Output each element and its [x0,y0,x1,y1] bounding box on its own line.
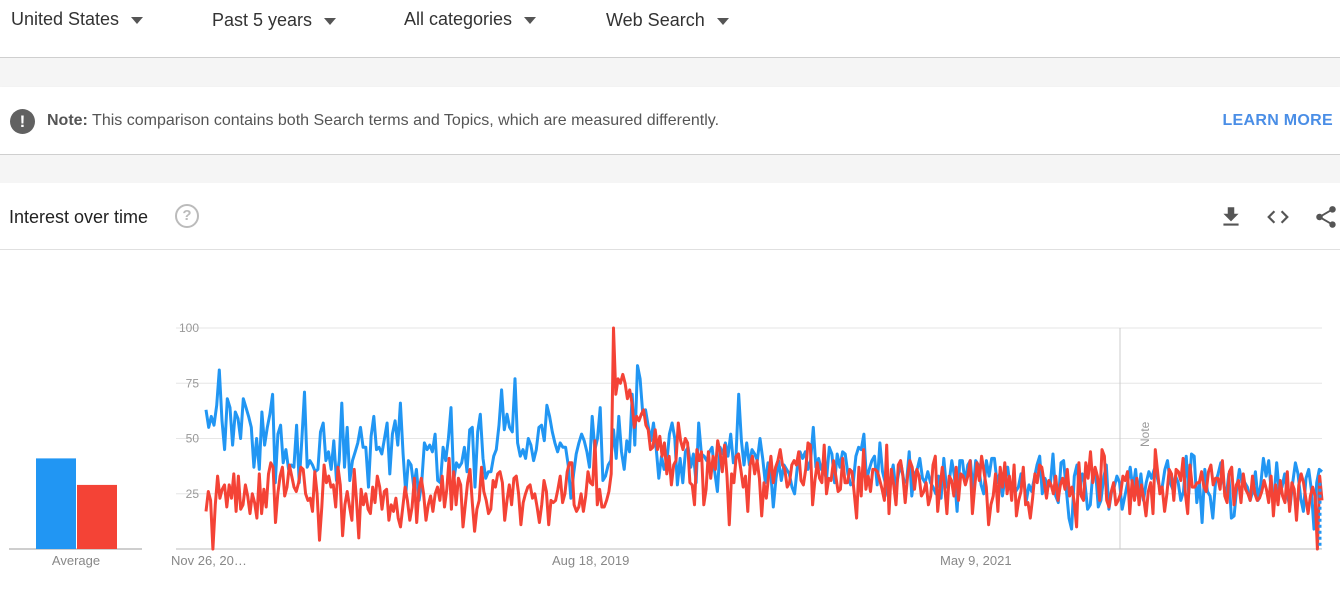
x-tick-label: Aug 18, 2019 [552,553,629,568]
y-tick-label: 100 [179,321,199,335]
average-bar [77,484,117,549]
search-type-dropdown[interactable]: Web Search [606,9,729,31]
filter-bar: United States Past 5 years All categorie… [0,0,1340,58]
note-text: Note: This comparison contains both Sear… [47,112,719,130]
card-title: Interest over time [9,207,149,227]
help-icon[interactable]: ? [175,204,199,228]
share-icon[interactable] [1313,204,1339,230]
category-dropdown[interactable]: All categories [404,8,537,30]
average-bar [36,458,76,549]
annotation-label: Note [1138,421,1152,447]
learn-more-link[interactable]: LEARN MORE [1222,112,1333,129]
exclamation-icon: ! [10,109,35,134]
section-gap [0,58,1340,87]
note-banner: ! Note: This comparison contains both Se… [0,87,1340,155]
chart-lines [204,326,1324,551]
card-header: Interest over time ? [0,183,1340,250]
time-range-dropdown-label: Past 5 years [212,9,313,30]
x-tick-label: May 9, 2021 [940,553,1012,568]
chart-labels: 25 50 75 100 Note Nov 26, 20… Aug 18, 2019 May … [52,321,1152,568]
region-dropdown-label: United States [11,8,120,29]
chevron-down-icon [324,17,337,25]
interest-chart: 25 50 75 100 Note Nov 26, 20… Aug 18, 2019 May … [9,321,1324,568]
note-message: This comparison contains both Search ter… [92,112,720,129]
series-line [204,364,1323,531]
y-tick-label: 25 [186,487,200,501]
chevron-down-icon [524,16,537,24]
note-label: Note: [47,112,88,129]
time-range-dropdown[interactable]: Past 5 years [212,9,337,31]
section-gap [0,155,1340,183]
search-type-dropdown-label: Web Search [606,9,705,30]
y-tick-label: 75 [186,376,200,390]
x-tick-label: Nov 26, 20… [171,553,247,568]
chevron-down-icon [131,16,144,24]
interest-over-time-card: Interest over time ? 25 50 75 100 Note Nov 26… [0,183,1340,593]
y-tick-label: 50 [186,432,200,446]
average-bars [9,458,142,550]
series-line [204,326,1324,551]
region-dropdown[interactable]: United States [11,8,144,30]
category-dropdown-label: All categories [404,8,513,29]
chevron-down-icon [716,17,729,25]
embed-code-icon[interactable] [1265,204,1291,230]
average-label: Average [52,553,100,568]
download-icon[interactable] [1218,204,1244,230]
